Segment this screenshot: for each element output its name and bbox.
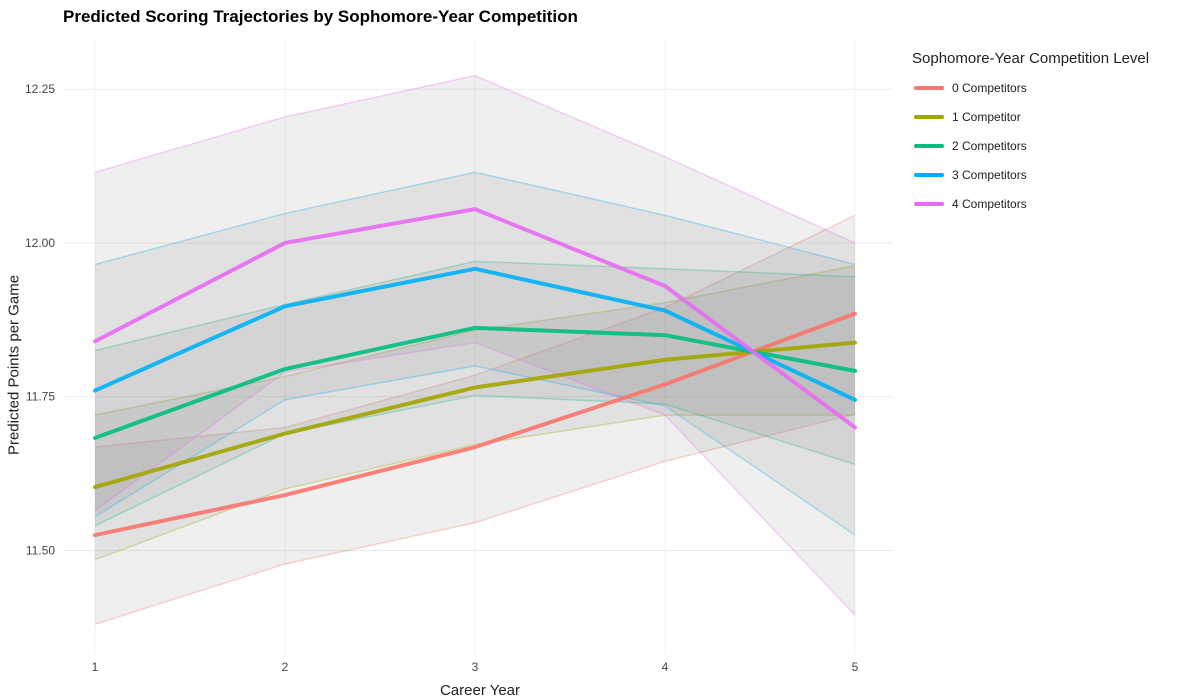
series-line [93,266,857,402]
y-tick-label: 11.75 [26,390,55,404]
legend-item: 1 Competitor [912,102,1149,131]
band-lower-edge [94,394,856,527]
series-line [93,207,857,430]
legend-swatch [914,201,944,206]
series-line [93,325,857,440]
legend-label: 3 Competitors [952,167,1027,182]
legend-title: Sophomore-Year Competition Level [912,50,1150,67]
x-tick-label: 4 [662,660,669,674]
legend-item: 0 Competitors [912,73,1149,102]
legend-label: 2 Competitors [952,138,1027,153]
legend-item: 2 Competitors [912,131,1149,160]
band-lower-edge [94,413,856,625]
x-tick-label: 2 [282,660,289,674]
legend-swatch [914,85,944,90]
series-line [93,311,857,538]
confidence-band [95,265,855,560]
band-lower-edge [94,365,856,536]
band-lower-edge [94,414,855,561]
chart-title: Predicted Scoring Trajectories by Sophom… [63,7,578,26]
legend-swatch [914,114,944,119]
legend-swatch [914,143,944,148]
legend: Sophomore-Year Competition Level 0 Compe… [912,50,1149,218]
band-upper-edge [94,264,856,416]
confidence-band [95,75,855,616]
y-tick-label: 11.50 [26,543,55,557]
y-tick-label: 12.25 [25,82,55,96]
band-upper-edge [94,171,856,266]
confidence-band [95,215,855,625]
y-tick-label: 12.00 [25,236,55,250]
band-lower-edge [94,341,856,616]
legend-label: 1 Competitor [952,109,1021,124]
confidence-band [95,172,855,536]
x-axis-title: Career Year [439,682,521,699]
x-tick-label: 5 [852,660,859,674]
legend-label: 4 Competitors [952,196,1027,211]
y-axis-title: Predicted Points per Game [5,274,23,456]
band-upper-edge [94,260,856,352]
confidence-band [95,261,855,526]
band-upper-edge [94,74,856,244]
x-tick-label: 3 [472,660,479,674]
legend-swatch [914,172,944,177]
band-upper-edge [94,214,856,448]
series-line [93,340,857,490]
legend-item: 4 Competitors [912,189,1149,218]
legend-item: 3 Competitors [912,160,1149,189]
x-tick-label: 1 [92,660,99,674]
legend-label: 0 Competitors [952,80,1027,95]
